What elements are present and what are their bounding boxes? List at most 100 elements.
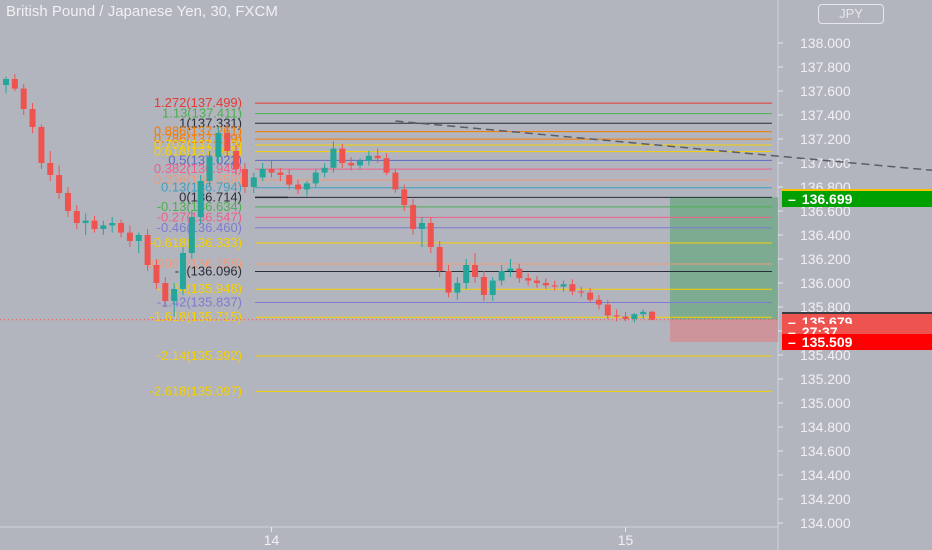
fib-level-label: 1(137.331) bbox=[179, 115, 242, 130]
candle-body bbox=[631, 314, 638, 319]
candle-body bbox=[383, 158, 390, 173]
candle-body bbox=[135, 235, 142, 241]
candle-body bbox=[100, 225, 107, 229]
candle-body bbox=[542, 283, 549, 286]
fib-level-label: -1(136.096) bbox=[175, 263, 242, 278]
candle-body bbox=[144, 235, 151, 265]
candle-body bbox=[374, 155, 381, 159]
candle-body bbox=[312, 172, 319, 184]
fib-level-label: -2.14(135.392) bbox=[157, 348, 242, 363]
candle-body bbox=[489, 280, 496, 295]
candle-body bbox=[197, 181, 204, 217]
trendline bbox=[395, 120, 932, 172]
candle-body bbox=[436, 247, 443, 271]
candle-body bbox=[233, 151, 240, 169]
candle-body bbox=[20, 88, 27, 109]
time-tick-label: 15 bbox=[618, 532, 634, 548]
candle-body bbox=[472, 265, 479, 277]
candle-body bbox=[410, 205, 417, 229]
tag-dash: – bbox=[788, 313, 796, 330]
candle-body bbox=[339, 148, 346, 163]
candle-body bbox=[534, 280, 540, 283]
fib-level-label: -0.46(136.460) bbox=[157, 220, 242, 235]
fib-level-label: 0.236(136.859) bbox=[154, 172, 242, 187]
fib-level-label: -1.42(135.837) bbox=[157, 295, 242, 310]
fib-level-label: -1.24(135.948) bbox=[157, 281, 242, 296]
price-tick-label: 138.000 bbox=[800, 35, 851, 51]
candle-body bbox=[498, 271, 505, 281]
candle-body bbox=[392, 172, 399, 190]
candle-body bbox=[64, 193, 71, 211]
candle-body bbox=[82, 220, 89, 223]
candle-body bbox=[188, 217, 195, 253]
candle-body bbox=[3, 79, 9, 85]
candle-body bbox=[180, 253, 186, 289]
candle-body bbox=[215, 133, 222, 157]
candle-body bbox=[640, 311, 647, 315]
candle-body bbox=[303, 183, 310, 190]
symbol-title: British Pound / Japanese Yen, 30, FXCM bbox=[6, 3, 278, 20]
candle-body bbox=[73, 211, 80, 223]
fib-level-label: -0.9002(136.158) bbox=[142, 256, 242, 271]
fib-level-label: -0.618(136.333) bbox=[149, 235, 242, 250]
price-tick-label: 135.800 bbox=[800, 299, 851, 315]
candle-body bbox=[516, 268, 523, 279]
position-profit-zone bbox=[670, 197, 778, 320]
candle-body bbox=[525, 278, 532, 281]
fib-level-label: 1.13(137.411) bbox=[162, 106, 242, 121]
price-tick-label: 134.600 bbox=[800, 443, 851, 459]
candle-body bbox=[569, 284, 576, 292]
price-tick-label: 134.200 bbox=[800, 491, 851, 507]
candle-body bbox=[507, 268, 514, 271]
candle-body bbox=[56, 175, 63, 193]
candle-body bbox=[454, 283, 461, 293]
candle-body bbox=[259, 169, 266, 178]
price-tick-label: 137.000 bbox=[800, 155, 851, 171]
price-tick-label: 134.000 bbox=[800, 515, 851, 531]
fib-level-label: -2.618(135.097) bbox=[149, 383, 242, 398]
candle-body bbox=[445, 271, 452, 293]
price-tick-label: 136.000 bbox=[800, 275, 851, 291]
price-tick-label: 137.600 bbox=[800, 83, 851, 99]
position-loss-zone bbox=[670, 319, 778, 342]
candle-body bbox=[91, 220, 98, 229]
candle-body bbox=[551, 285, 558, 287]
price-tag: –136.699 bbox=[782, 191, 932, 208]
candle-body bbox=[560, 284, 567, 287]
candle-body bbox=[206, 157, 213, 181]
candle-body bbox=[38, 127, 45, 163]
candle-body bbox=[295, 184, 302, 190]
candle-body bbox=[268, 169, 275, 173]
tag-text: 135.509 bbox=[801, 333, 853, 350]
price-tick-label: 134.800 bbox=[800, 419, 851, 435]
price-tick-label: 135.000 bbox=[800, 395, 851, 411]
price-tick-label: 136.200 bbox=[800, 251, 851, 267]
price-tick-label: 135.400 bbox=[800, 347, 851, 363]
candle-body bbox=[418, 223, 425, 229]
fib-level-label: 0(136.714) bbox=[179, 189, 242, 204]
candle-body bbox=[321, 167, 328, 173]
fib-level-label: 1.272(137.499) bbox=[154, 95, 242, 110]
price-tick-label: 134.400 bbox=[800, 467, 851, 483]
candle-body bbox=[171, 289, 178, 301]
candle-body bbox=[401, 189, 408, 205]
candle-body bbox=[241, 169, 248, 187]
candle-body bbox=[29, 109, 36, 127]
candle-body bbox=[224, 133, 231, 151]
price-tick-label: 137.200 bbox=[800, 131, 851, 147]
candle-body bbox=[649, 311, 656, 320]
tag-dash: – bbox=[788, 323, 796, 340]
candle-body bbox=[11, 79, 18, 89]
candle-body bbox=[153, 265, 160, 283]
candle-body bbox=[47, 163, 54, 175]
currency-button[interactable]: JPY bbox=[818, 4, 884, 24]
price-tag: –135.509 bbox=[782, 333, 932, 350]
fib-level-label: -1.618(135.715) bbox=[149, 309, 242, 324]
candle-body bbox=[162, 283, 169, 301]
tag-text: 136.699 bbox=[801, 191, 853, 208]
candle-body bbox=[277, 172, 284, 175]
candle-body bbox=[480, 277, 487, 295]
tag-dash: – bbox=[788, 333, 796, 350]
time-tick-label: 14 bbox=[264, 532, 280, 548]
